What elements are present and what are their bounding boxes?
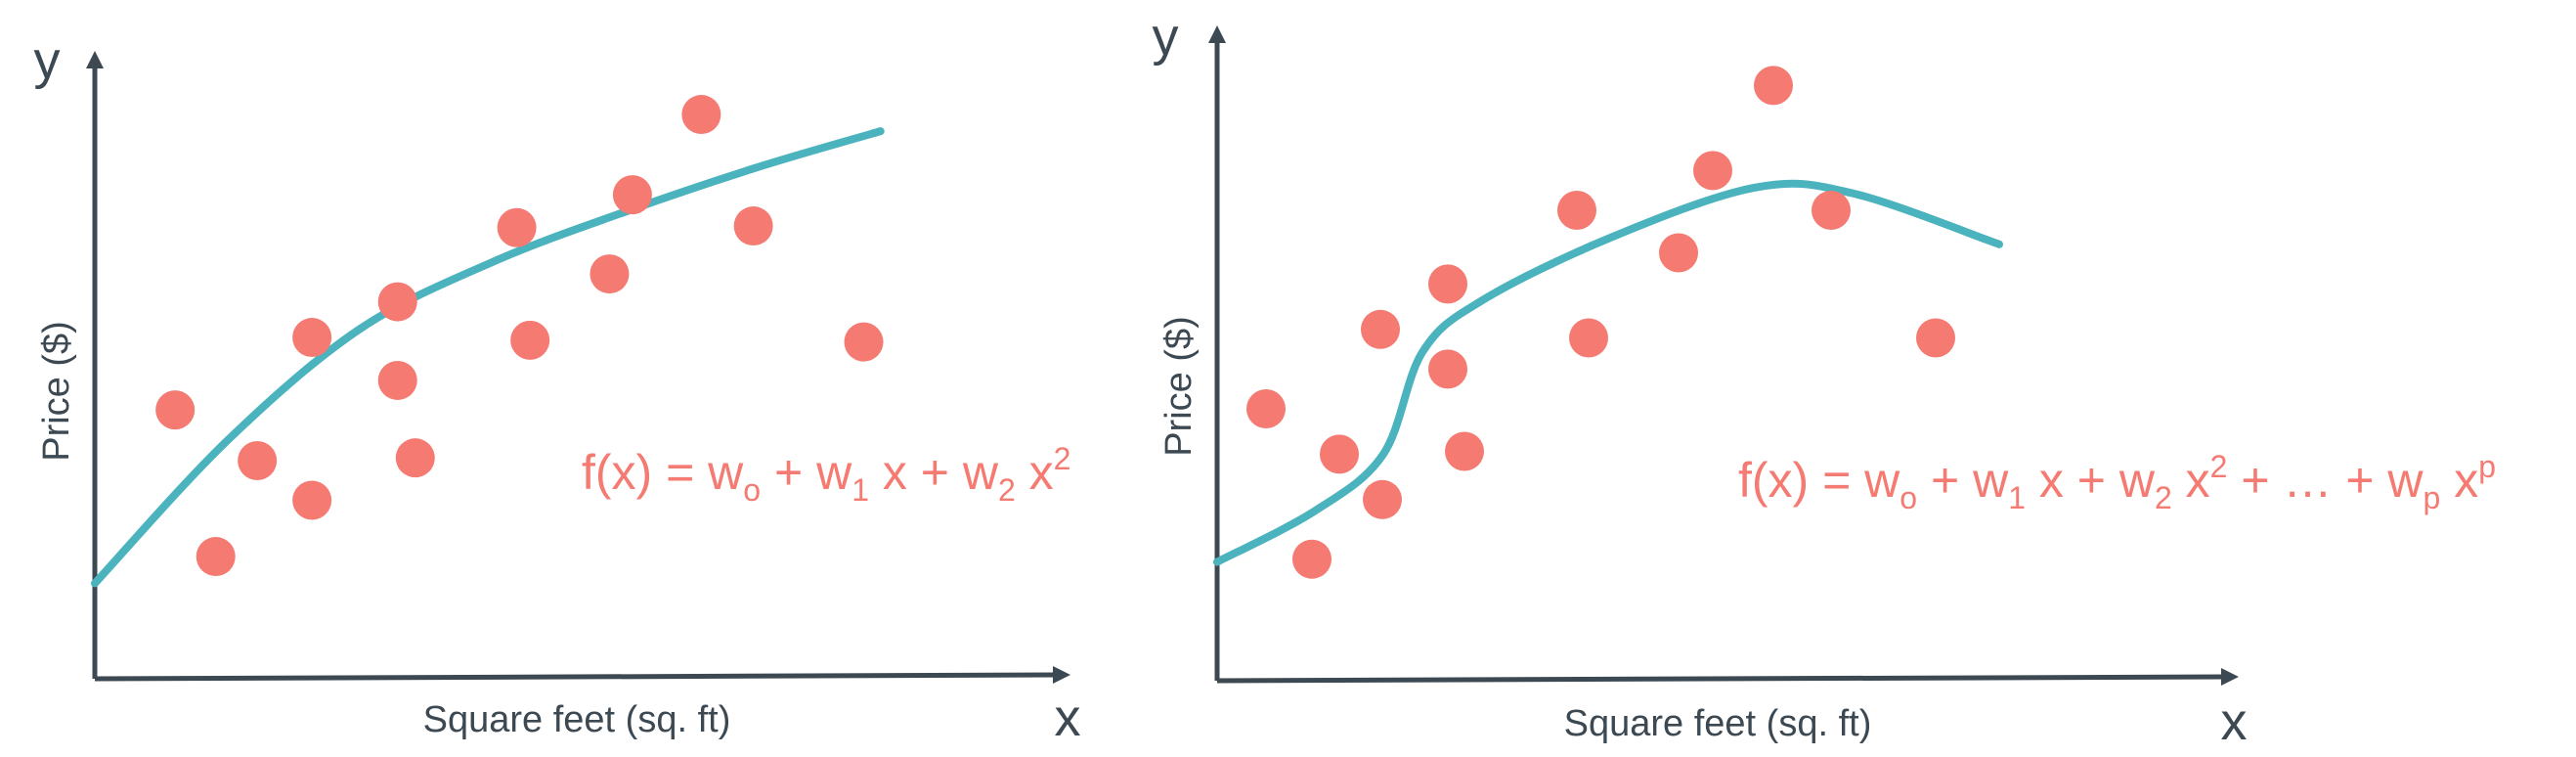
formula-subscript: o (743, 472, 761, 508)
formula-term: x + w (869, 445, 999, 500)
data-point-8 (1445, 431, 1484, 471)
x-axis-arrowhead (1053, 666, 1070, 684)
formula-term: + w (761, 445, 852, 500)
formula-superscript: p (2478, 449, 2496, 484)
data-point-6 (1428, 264, 1467, 304)
data-point-11 (589, 254, 630, 294)
formula-term: + … + w (2227, 453, 2423, 508)
data-point-1 (155, 390, 196, 430)
data-point-2 (1292, 539, 1332, 579)
x-axis (94, 672, 1058, 682)
x-axis (1216, 674, 2226, 684)
data-point-12 (1693, 151, 1732, 191)
data-point-3 (238, 441, 278, 481)
data-point-15 (844, 322, 884, 362)
data-point-9 (497, 207, 537, 247)
y-axis-letter: y (34, 31, 61, 90)
data-point-4 (292, 318, 332, 358)
data-point-1 (1246, 389, 1286, 428)
formula-subscript: p (2423, 480, 2441, 515)
formula-subscript: 2 (998, 472, 1016, 508)
data-point-5 (292, 480, 332, 520)
formula-text: f(x) = wo + w1 x + w2 x2 + … + wp xp (1738, 449, 2496, 515)
chart-quadratic-fit: y x Square feet (sq. ft) Price ($) f(x) = wo… (34, 31, 1081, 747)
data-point-4 (1361, 309, 1400, 349)
formula-subscript: 1 (851, 472, 869, 508)
data-point-2 (196, 537, 236, 577)
data-point-6 (377, 282, 417, 322)
y-axis-arrowhead (86, 51, 104, 68)
data-point-11 (1659, 233, 1698, 273)
data-point-13 (681, 95, 721, 135)
data-point-8 (395, 438, 435, 478)
x-axis-label: Square feet (sq. ft) (423, 699, 731, 740)
fit-curve (91, 127, 885, 588)
data-point-12 (612, 175, 652, 215)
fit-curve (1213, 179, 2003, 566)
data-point-9 (1557, 191, 1596, 230)
y-axis-label: Price ($) (36, 321, 77, 462)
y-axis-letter: y (1153, 8, 1179, 67)
data-point-7 (1428, 349, 1467, 389)
formula-term: + w (1917, 453, 2009, 508)
data-point-14 (733, 206, 773, 246)
x-axis-letter: x (2221, 692, 2248, 751)
formula-term: x + w (2026, 453, 2156, 508)
data-point-14 (1812, 191, 1851, 230)
x-axis-label: Square feet (sq. ft) (1564, 703, 1872, 744)
data-point-10 (510, 320, 550, 360)
data-point-13 (1754, 66, 1793, 106)
formula-prefix: f(x) = w (582, 445, 744, 500)
data-point-3 (1320, 434, 1359, 474)
data-point-15 (1916, 318, 1955, 358)
y-axis-label: Price ($) (1158, 316, 1200, 457)
data-point-10 (1569, 318, 1608, 358)
x-axis-arrowhead (2221, 668, 2239, 686)
formula-term: x (2440, 453, 2478, 508)
formula-superscript: 2 (1054, 441, 1071, 476)
y-axis-arrowhead (1208, 25, 1226, 43)
formula-term: x (2172, 453, 2210, 508)
formula-subscript: 1 (2008, 480, 2026, 515)
data-point-5 (1363, 479, 1402, 519)
formula-prefix: f(x) = w (1738, 453, 1900, 508)
formula-superscript: 2 (2210, 449, 2228, 484)
formula-text: f(x) = wo + w1 x + w2 x2 (582, 441, 1070, 508)
formula-subscript: 2 (2155, 480, 2172, 515)
formula-subscript: o (1899, 480, 1917, 515)
data-point-7 (377, 360, 417, 400)
x-axis-letter: x (1055, 689, 1081, 747)
formula-term: x (1016, 445, 1054, 500)
chart-polynomial-fit: y x Square feet (sq. ft) Price ($) f(x) = wo… (1153, 8, 2497, 751)
